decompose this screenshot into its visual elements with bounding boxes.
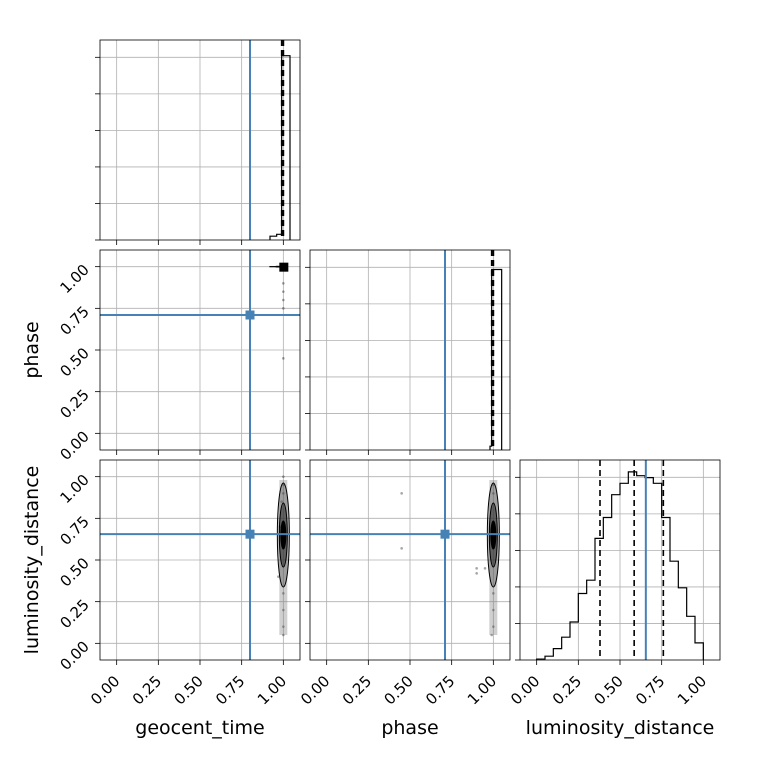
panel-scatter-geocent-lumdist: 0.00 0.25 0.50 0.75 1.000.000.250.500.751.00 — [56, 459, 301, 708]
sample-point — [277, 575, 280, 578]
sample-point — [280, 500, 283, 503]
sample-point — [492, 592, 495, 595]
sample-point — [282, 592, 285, 595]
histogram-step — [536, 471, 704, 660]
sample-point — [282, 492, 285, 495]
y-tick-label: 0.50 — [56, 344, 92, 380]
x-tick-label: 0.25 — [129, 672, 165, 708]
y-axis-label: phase — [21, 321, 43, 378]
x-tick-label: 0.50 — [590, 672, 626, 708]
sample-point — [282, 298, 285, 302]
truth-marker — [440, 529, 450, 539]
y-tick-label: 1.00 — [56, 471, 92, 507]
truth-marker — [245, 529, 255, 539]
x-tick-label: 0.25 — [549, 672, 585, 708]
x-tick-label: 0.00 — [297, 672, 333, 708]
y-tick-label: 0.00 — [56, 637, 92, 673]
histogram-step — [489, 268, 503, 450]
sample-point — [492, 608, 495, 612]
sample-point — [282, 307, 285, 310]
x-tick-label: 0.00 — [507, 672, 543, 708]
sample-point — [282, 608, 285, 612]
y-tick-label: 0.00 — [56, 427, 92, 463]
panel-scatter-geocent-phase: 0.00 0.25 0.50 0.75 1.00 — [56, 249, 301, 464]
y-tick-label: 0.75 — [56, 512, 92, 548]
panel-hist-phase — [305, 249, 511, 455]
sample-point — [492, 483, 495, 487]
sample-point — [282, 357, 285, 360]
sample-point — [282, 282, 285, 285]
sample-point — [490, 633, 493, 637]
x-axis-label: luminosity_distance — [526, 717, 715, 739]
sample-point — [282, 290, 285, 293]
y-tick-label: 1.00 — [56, 261, 92, 297]
y-tick-label: 0.25 — [56, 386, 92, 422]
panel-scatter-phase-lumdist: 0.00 0.25 0.50 0.75 1.00 — [297, 459, 511, 708]
sample-point — [282, 475, 285, 478]
x-axis-label: geocent_time — [135, 717, 264, 739]
sample-point — [282, 625, 285, 628]
x-tick-label: 0.50 — [170, 672, 206, 708]
x-tick-label: 0.75 — [632, 672, 668, 708]
sample-point — [475, 572, 478, 575]
histogram-step — [269, 55, 291, 240]
x-tick-label: 1.00 — [674, 672, 710, 708]
x-tick-label: 0.50 — [380, 672, 416, 708]
x-tick-label: 1.00 — [464, 672, 500, 708]
y-axis-label: luminosity_distance — [21, 466, 43, 655]
density-core — [279, 262, 289, 272]
sample-point — [282, 483, 285, 487]
x-tick-label: 0.75 — [212, 672, 248, 708]
x-tick-label: 0.25 — [339, 672, 375, 708]
truth-marker — [245, 310, 255, 320]
y-tick-label: 0.25 — [56, 596, 92, 632]
axis-labels: geocent_time phase luminosity_distancephas… — [21, 321, 714, 739]
x-tick-label: 1.00 — [254, 672, 290, 708]
y-tick-label: 0.50 — [56, 554, 92, 590]
sample-point — [400, 492, 403, 495]
sample-point — [492, 492, 495, 495]
sample-point — [282, 633, 285, 637]
y-tick-label: 0.75 — [56, 302, 92, 338]
sample-point — [475, 567, 478, 570]
x-tick-label: 0.00 — [87, 672, 123, 708]
panel-hist-geocent-time — [95, 39, 301, 245]
sample-point — [400, 547, 403, 550]
sample-point — [492, 625, 495, 628]
sample-point — [483, 567, 487, 570]
panel-hist-luminosity-distance: 0.00 0.25 0.50 0.75 1.00 — [507, 459, 721, 708]
x-axis-label: phase — [381, 717, 438, 739]
x-tick-label: 0.75 — [422, 672, 458, 708]
